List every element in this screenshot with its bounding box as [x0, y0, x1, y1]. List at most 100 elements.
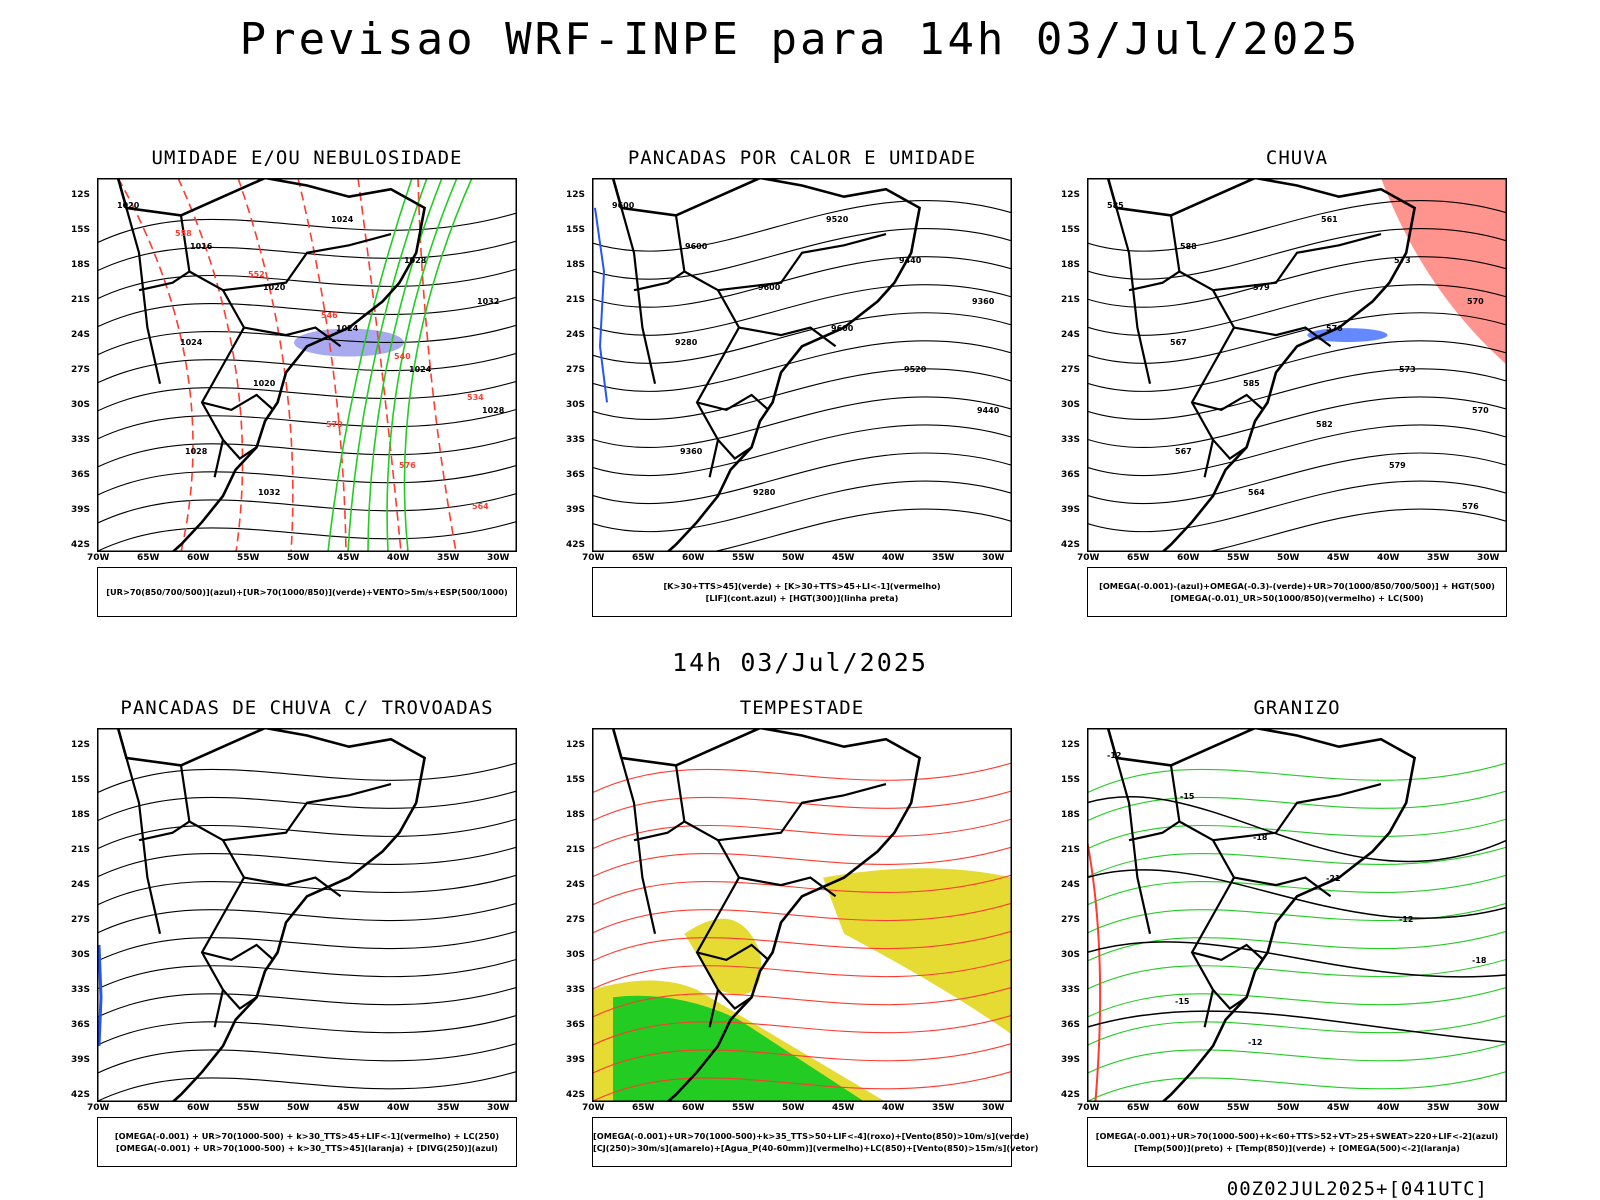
- map-frame: [592, 178, 1012, 552]
- lon-tick-label: 40W: [1377, 553, 1400, 563]
- lat-tick-label: 12S: [1061, 740, 1081, 750]
- lat-tick-label: 15S: [566, 775, 586, 785]
- lon-tick-label: 50W: [287, 1103, 310, 1113]
- lat-tick-label: 39S: [1061, 1055, 1081, 1065]
- lat-tick-label: 42S: [566, 540, 586, 550]
- lat-tick-label: 24S: [566, 330, 586, 340]
- weather-map: [592, 728, 1012, 1102]
- lat-tick-label: 36S: [566, 470, 586, 480]
- map-frame: [1087, 728, 1507, 1102]
- weather-map: 1020 1016 1020 1024 1024 1028 1028 1032 1024 1028…: [97, 178, 517, 552]
- lon-tick-label: 70W: [1077, 1103, 1100, 1113]
- contour-label: 588: [1180, 242, 1197, 251]
- contour-label: 576: [1326, 324, 1343, 333]
- lat-tick-label: 15S: [71, 775, 91, 785]
- legend-line: [OMEGA(-0.001) + UR>70(1000-500) + k>30_…: [116, 1143, 498, 1153]
- contour-label: 1016: [190, 242, 213, 251]
- lon-tick-label: 45W: [337, 1103, 360, 1113]
- contour-label: -15: [1180, 792, 1195, 801]
- lat-tick-label: 21S: [71, 845, 91, 855]
- lon-tick-label: 50W: [782, 553, 805, 563]
- contour-label: 576: [399, 461, 416, 470]
- lat-tick-label: 33S: [566, 985, 586, 995]
- lon-tick-label: 70W: [582, 1103, 605, 1113]
- weather-map: 585 588 579 576 573 570 567 564 561 573 570 567 585 5…: [1087, 178, 1507, 552]
- lat-tick-label: 30S: [71, 950, 91, 960]
- map-frame: [592, 728, 1012, 1102]
- contour-label: 1020: [253, 379, 276, 388]
- lon-tick-label: 35W: [437, 1103, 460, 1113]
- lon-tick-label: 35W: [932, 1103, 955, 1113]
- lat-tick-label: 30S: [71, 400, 91, 410]
- contour-label: 579: [1253, 283, 1270, 292]
- lon-tick-label: 65W: [137, 553, 160, 563]
- contour-label: 546: [321, 311, 338, 320]
- legend-line: [Temp(500)](preto) + [Temp(850)](verde) …: [1134, 1143, 1460, 1153]
- forecast-time-label: 14h 03/Jul/2025: [672, 648, 928, 677]
- coastline: [1106, 728, 1417, 1102]
- contour-label: 9280: [675, 338, 698, 347]
- panel-title: PANCADAS POR CALOR E UMIDADE: [627, 147, 977, 169]
- contour-label: -18: [1253, 833, 1268, 842]
- lon-tick-label: 45W: [832, 553, 855, 563]
- lon-tick-label: 30W: [982, 553, 1005, 563]
- lat-tick-label: 12S: [71, 740, 91, 750]
- panel-legend: [OMEGA(-0.001) + UR>70(1000-500) + k>30_…: [97, 1117, 517, 1167]
- lat-tick-label: 30S: [1061, 400, 1081, 410]
- lat-tick-label: 24S: [566, 880, 586, 890]
- contour-label: 9600: [758, 283, 781, 292]
- contour-label: 582: [1316, 420, 1333, 429]
- panel-title: GRANIZO: [1253, 697, 1341, 719]
- contour-label: 1024: [409, 365, 432, 374]
- lon-tick-label: 70W: [87, 553, 110, 563]
- contour-label: 9520: [826, 215, 849, 224]
- contour-label: 1024: [331, 215, 354, 224]
- contour-label: 9360: [972, 297, 995, 306]
- weather-map: 9600 9600 9600 9600 9520 9440 9360 9280 9520 9440…: [592, 178, 1012, 552]
- contour-label: 585: [1107, 201, 1124, 210]
- coastline: [611, 178, 922, 552]
- panel-legend: [OMEGA(-0.001)-(azul)+OMEGA(-0.3)-(verde…: [1087, 567, 1507, 617]
- lon-tick-label: 60W: [682, 553, 705, 563]
- lat-tick-label: 18S: [566, 260, 586, 270]
- lon-tick-label: 70W: [1077, 553, 1100, 563]
- lat-tick-label: 12S: [566, 740, 586, 750]
- lon-tick-label: 30W: [1477, 1103, 1500, 1113]
- lon-tick-label: 35W: [1427, 1103, 1450, 1113]
- contour-label: -18: [1472, 956, 1487, 965]
- lat-tick-label: 12S: [1061, 190, 1081, 200]
- lon-tick-label: 65W: [1127, 553, 1150, 563]
- contour-label: 1028: [482, 406, 505, 415]
- panel-title: UMIDADE E/OU NEBULOSIDADE: [151, 147, 463, 169]
- contour-label: 579: [1389, 461, 1406, 470]
- contour-label: 564: [1248, 488, 1265, 497]
- contour-label: 552: [248, 270, 265, 279]
- lat-tick-label: 30S: [566, 950, 586, 960]
- contour-label: 9520: [904, 365, 927, 374]
- lon-tick-label: 65W: [632, 553, 655, 563]
- lon-tick-label: 30W: [982, 1103, 1005, 1113]
- lon-tick-label: 70W: [582, 553, 605, 563]
- lon-tick-label: 35W: [932, 553, 955, 563]
- map-frame: [97, 728, 517, 1102]
- contour-label: 1028: [185, 447, 208, 456]
- lon-tick-label: 40W: [387, 1103, 410, 1113]
- lon-tick-label: 40W: [1377, 1103, 1400, 1113]
- lon-tick-label: 55W: [237, 1103, 260, 1113]
- contour-label: 1020: [263, 283, 286, 292]
- map-frame: [97, 178, 517, 552]
- contour-label: 9600: [612, 201, 635, 210]
- legend-line: [OMEGA(-0.001)+UR>70(1000-500)+k<60+TTS>…: [1095, 1131, 1499, 1141]
- lat-tick-label: 33S: [71, 985, 91, 995]
- lon-tick-label: 40W: [882, 1103, 905, 1113]
- lon-tick-label: 55W: [1227, 553, 1250, 563]
- lon-tick-label: 50W: [1277, 1103, 1300, 1113]
- panel-title: PANCADAS DE CHUVA C/ TROVOADAS: [120, 697, 494, 719]
- lon-tick-label: 40W: [387, 553, 410, 563]
- contour-label: 9360: [680, 447, 703, 456]
- lat-tick-label: 21S: [71, 295, 91, 305]
- contour-label: 567: [1175, 447, 1192, 456]
- lat-tick-label: 24S: [71, 330, 91, 340]
- legend-line: [CJ(250)>30m/s](amarelo)+[Agua_P(40-60mm…: [593, 1143, 1039, 1153]
- lat-tick-label: 24S: [71, 880, 91, 890]
